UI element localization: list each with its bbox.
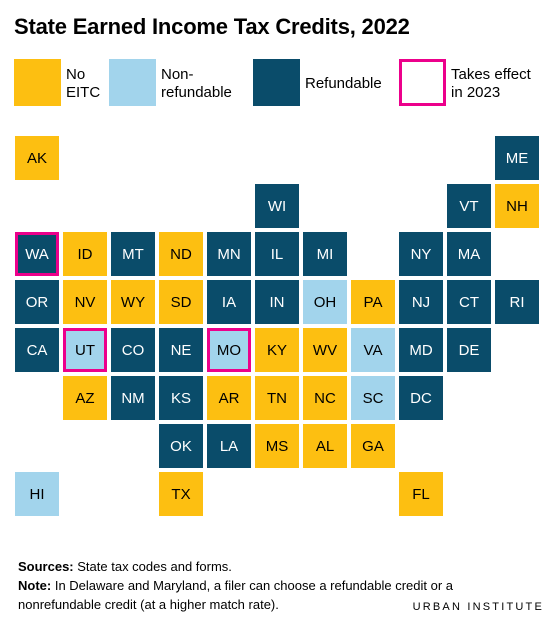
legend-label-line: EITC <box>66 84 101 101</box>
state-tile-dc: DC <box>399 376 443 420</box>
sources-text: State tax codes and forms. <box>77 559 232 574</box>
state-tile-fl: FL <box>399 472 443 516</box>
state-tile-mn: MN <box>207 232 251 276</box>
state-tile-mi: MI <box>303 232 347 276</box>
note-line-2: nonrefundable credit (at a higher match … <box>18 596 279 614</box>
state-tile-tx: TX <box>159 472 203 516</box>
state-tile-mo: MO <box>207 328 251 372</box>
legend-swatch-no-eitc <box>14 59 61 106</box>
state-tile-id: ID <box>63 232 107 276</box>
state-tile-md: MD <box>399 328 443 372</box>
legend-label-line: No <box>66 66 86 83</box>
state-tile-ma: MA <box>447 232 491 276</box>
state-tile-ks: KS <box>159 376 203 420</box>
state-tile-wa: WA <box>15 232 59 276</box>
state-tile-sc: SC <box>351 376 395 420</box>
legend-swatch-nonrefundable <box>109 59 156 106</box>
state-tile-nm: NM <box>111 376 155 420</box>
state-tile-in: IN <box>255 280 299 324</box>
state-tile-nv: NV <box>63 280 107 324</box>
sources-line: Sources: State tax codes and forms. <box>18 558 232 576</box>
state-tile-oh: OH <box>303 280 347 324</box>
state-tile-co: CO <box>111 328 155 372</box>
state-tile-ia: IA <box>207 280 251 324</box>
state-tile-ne: NE <box>159 328 203 372</box>
legend-label-nonrefundable: Non- refundable <box>161 66 232 102</box>
state-tile-ky: KY <box>255 328 299 372</box>
note-text-line1: In Delaware and Maryland, a filer can ch… <box>54 578 454 593</box>
state-tile-nd: ND <box>159 232 203 276</box>
state-tile-wy: WY <box>111 280 155 324</box>
state-tile-ms: MS <box>255 424 299 468</box>
legend-label-line: refundable <box>161 84 232 101</box>
brand-logo: URBAN INSTITUTE <box>413 601 544 613</box>
brand-part-1: URBAN <box>412 601 463 613</box>
state-tile-wi: WI <box>255 184 299 228</box>
legend-label-line: in 2023 <box>451 84 501 101</box>
state-tile-or: OR <box>15 280 59 324</box>
state-tile-ri: RI <box>495 280 539 324</box>
legend-swatch-refundable <box>253 59 300 106</box>
state-tile-pa: PA <box>351 280 395 324</box>
legend-label-line: Takes effect <box>451 66 531 83</box>
legend-label-takes-effect-2023: Takes effect in 2023 <box>451 66 531 102</box>
state-tile-al: AL <box>303 424 347 468</box>
sources-label: Sources: <box>18 559 74 574</box>
state-tile-tn: TN <box>255 376 299 420</box>
legend-label-no-eitc: No EITC <box>66 66 100 102</box>
state-tile-nh: NH <box>495 184 539 228</box>
state-tile-vt: VT <box>447 184 491 228</box>
state-tile-ok: OK <box>159 424 203 468</box>
note-label: Note: <box>18 578 52 593</box>
note-line: Note: In Delaware and Maryland, a filer … <box>18 577 453 595</box>
state-tile-me: ME <box>495 136 539 180</box>
state-tile-wv: WV <box>303 328 347 372</box>
state-tile-ak: AK <box>15 136 59 180</box>
state-tile-mt: MT <box>111 232 155 276</box>
state-tile-ut: UT <box>63 328 107 372</box>
state-tile-ga: GA <box>351 424 395 468</box>
state-tile-va: VA <box>351 328 395 372</box>
state-tile-il: IL <box>255 232 299 276</box>
legend-label-line: Non- <box>161 66 194 83</box>
state-tile-nc: NC <box>303 376 347 420</box>
page-title: State Earned Income Tax Credits, 2022 <box>14 14 410 39</box>
state-tile-ar: AR <box>207 376 251 420</box>
state-tile-ct: CT <box>447 280 491 324</box>
state-tile-az: AZ <box>63 376 107 420</box>
state-tile-la: LA <box>207 424 251 468</box>
legend-label-line: Refundable <box>305 75 382 92</box>
state-tile-ca: CA <box>15 328 59 372</box>
legend-swatch-takes-effect-2023 <box>399 59 446 106</box>
note-text-line2: nonrefundable credit (at a higher match … <box>18 597 279 612</box>
state-tile-sd: SD <box>159 280 203 324</box>
state-tile-de: DE <box>447 328 491 372</box>
state-tile-ny: NY <box>399 232 443 276</box>
state-tile-nj: NJ <box>399 280 443 324</box>
legend-label-refundable: Refundable <box>305 75 382 93</box>
brand-part-2: INSTITUTE <box>467 601 544 613</box>
state-tile-hi: HI <box>15 472 59 516</box>
